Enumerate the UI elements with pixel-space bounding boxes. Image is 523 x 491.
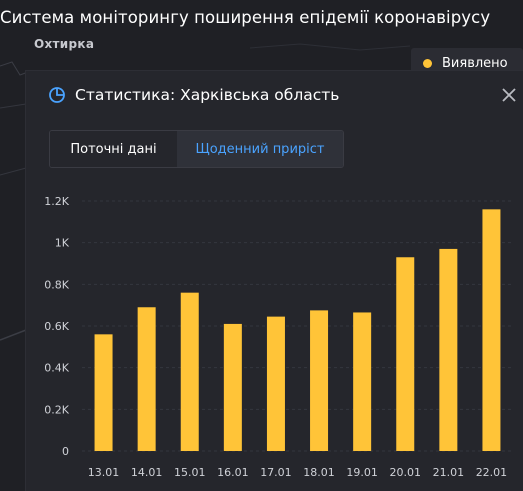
bar-22.01[interactable] — [482, 209, 501, 451]
panel-title: Статистика: Харківська область — [75, 86, 340, 104]
pie-chart-icon — [49, 87, 65, 103]
close-icon[interactable] — [499, 85, 519, 105]
bar-13.01[interactable] — [94, 334, 113, 451]
y-tick-label: 0.4K — [44, 362, 69, 375]
x-tick-label: 16.01 — [217, 466, 249, 479]
map-region-line — [0, 103, 27, 109]
x-tick-label: 20.01 — [390, 466, 422, 479]
bar-16.01[interactable] — [223, 323, 242, 451]
legend-color-dot — [423, 58, 432, 68]
y-tick-label: 0 — [62, 445, 69, 458]
bar-18.01[interactable] — [310, 310, 329, 451]
map-background[interactable] — [0, 40, 523, 491]
legend-label: Виявлено — [442, 55, 508, 71]
app-title: Система моніторингу поширення епідемії к… — [0, 8, 491, 27]
statistics-panel: Статистика: Харківська область Поточні д… — [26, 71, 523, 491]
x-tick-label: 13.01 — [88, 466, 120, 479]
bar-17.01[interactable] — [266, 316, 285, 451]
bar-19.01[interactable] — [353, 312, 372, 451]
y-tick-label: 0.8K — [44, 278, 69, 291]
y-tick-label: 1K — [55, 237, 70, 250]
x-tick-label: 19.01 — [346, 466, 378, 479]
map-region-line — [0, 329, 27, 341]
map-place-label: Охтирка — [34, 37, 95, 51]
tab-daily-growth[interactable]: Щоденний приріст — [177, 131, 343, 167]
x-tick-label: 14.01 — [131, 466, 163, 479]
bar-21.01[interactable] — [439, 248, 458, 451]
panel-header: Статистика: Харківська область — [26, 71, 523, 119]
y-tick-label: 1.2K — [44, 195, 69, 208]
map-border-line — [0, 61, 29, 76]
daily-growth-chart: 0 0.2K 0.4K 0.6K 0.8K 1K 1.2K 13.01 14.01 15.01 16… — [44, 195, 513, 479]
bar-14.01[interactable] — [137, 307, 156, 451]
x-tick-label: 21.01 — [433, 466, 465, 479]
x-tick-label: 17.01 — [260, 466, 292, 479]
bar-15.01[interactable] — [180, 292, 199, 451]
y-tick-label: 0.2K — [44, 403, 69, 416]
tab-current-data[interactable]: Поточні дані — [50, 131, 177, 167]
x-tick-label: 15.01 — [174, 466, 206, 479]
map-region-line — [0, 167, 27, 176]
map-region-line — [249, 43, 411, 51]
y-tick-label: 0.6K — [44, 320, 69, 333]
x-tick-label: 18.01 — [303, 466, 335, 479]
stats-tabs: Поточні дані Щоденний приріст — [49, 130, 344, 168]
bar-20.01[interactable] — [396, 257, 415, 451]
x-tick-label: 22.01 — [476, 466, 508, 479]
